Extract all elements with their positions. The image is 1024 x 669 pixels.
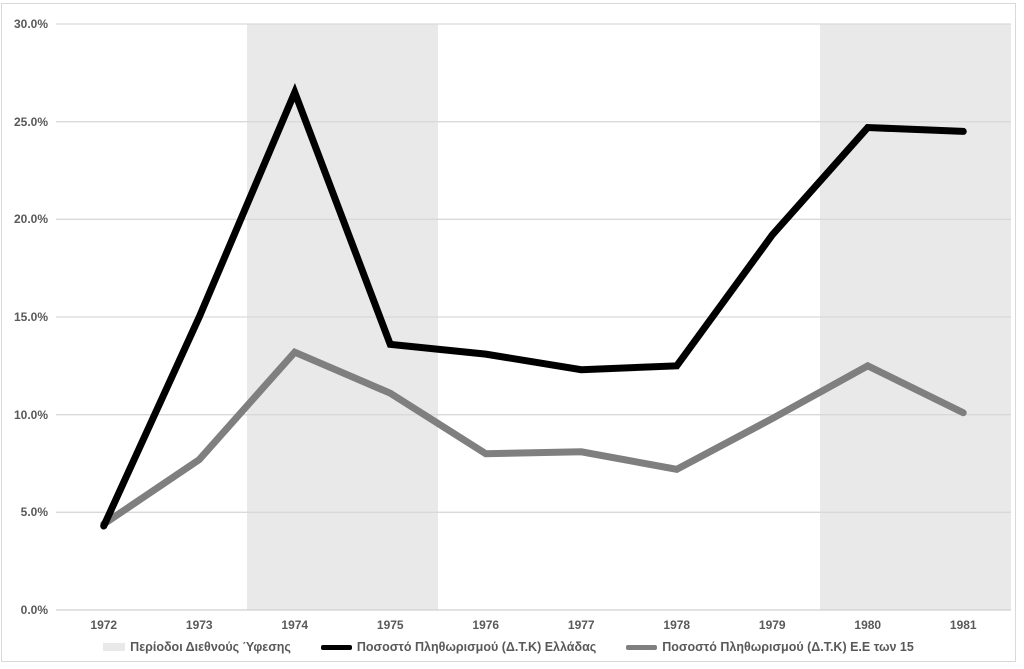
- legend-item-eu: Ποσοστό Πληθωρισμού (Δ.Τ.Κ) Ε.Ε των 15: [626, 640, 914, 654]
- y-tick-label: 15.0%: [13, 310, 48, 324]
- y-tick-label: 25.0%: [13, 114, 48, 129]
- recession-band-swatch: [103, 643, 126, 651]
- y-tick-label: 20.0%: [13, 212, 48, 227]
- x-tick-label: 1980: [854, 618, 882, 632]
- legend-item-greece: Ποσοστό Πληθωρισμού (Δ.Τ.Κ) Ελλάδας: [320, 640, 597, 654]
- x-tick-label: 1978: [663, 618, 691, 632]
- y-tick-label: 10.0%: [13, 407, 48, 422]
- eu-series-line: [100, 347, 967, 528]
- greece-line-swatch: [320, 644, 352, 650]
- eu-line-swatch: [626, 644, 658, 650]
- x-tick-label: 1977: [567, 618, 595, 632]
- x-tick-label: 1973: [185, 618, 213, 632]
- y-tick-label: 30.0%: [13, 17, 48, 31]
- x-tick-label: 1976: [472, 618, 500, 632]
- chart-frame: 0.0% 5.0% 10.0% 15.0% 20.0% 25.0% 30.0% 1972 19…: [1, 3, 1016, 662]
- y-tick-label: 5.0%: [20, 505, 48, 520]
- legend-label-recession: Περίοδοι Διεθνούς Ύφεσης: [130, 640, 291, 654]
- x-tick-label: 1981: [949, 618, 977, 632]
- x-tick-label: 1972: [90, 618, 118, 632]
- legend-label-eu: Ποσοστό Πληθωρισμού (Δ.Τ.Κ) Ε.Ε των 15: [662, 640, 914, 654]
- legend: Περίοδοι Διεθνούς Ύφεσης Ποσοστό Πληθωρι…: [2, 640, 1015, 654]
- x-tick-label: 1979: [758, 618, 786, 632]
- y-tick-label: 0.0%: [20, 603, 48, 617]
- legend-item-recession: Περίοδοι Διεθνούς Ύφεσης: [103, 640, 291, 654]
- x-tick-label: 1974: [281, 618, 309, 632]
- x-tick-label: 1975: [376, 618, 404, 632]
- legend-label-greece: Ποσοστό Πληθωρισμού (Δ.Τ.Κ) Ελλάδας: [356, 640, 597, 654]
- greece-series-line: [100, 82, 967, 530]
